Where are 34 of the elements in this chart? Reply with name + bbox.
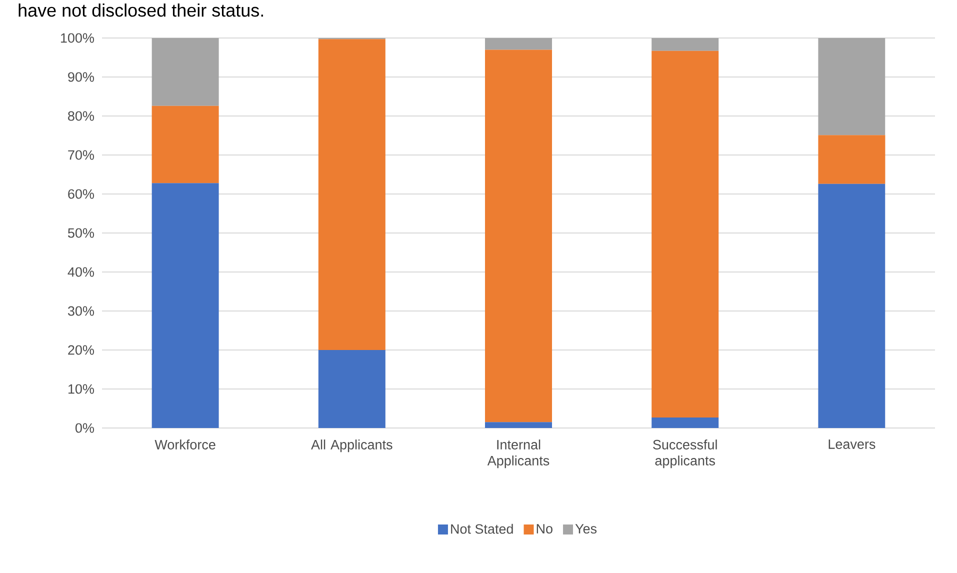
legend-label: Yes	[575, 524, 597, 534]
y-tick-label: 70%	[68, 150, 94, 160]
x-tick-label: Successful applicants	[653, 440, 717, 468]
y-tick-label: 10%	[68, 384, 94, 394]
y-tick-label: 60%	[68, 189, 94, 199]
bar	[818, 38, 886, 136]
bar	[152, 183, 219, 428]
y-tick-label: 20%	[68, 345, 94, 355]
bar	[652, 50, 719, 418]
bar	[485, 422, 552, 428]
x-tick-label: Internal Applicants	[487, 440, 550, 468]
bar	[318, 350, 386, 428]
bar	[152, 106, 219, 184]
bar	[152, 38, 219, 106]
bar	[652, 417, 719, 428]
bar	[485, 50, 552, 422]
text: have not disclosed their status.	[18, 4, 263, 17]
x-tick-label: Workforce	[154, 440, 216, 450]
y-tick-label: 100%	[60, 33, 94, 43]
bar	[818, 184, 886, 428]
bar	[652, 38, 719, 51]
bar	[818, 135, 886, 184]
bar	[485, 38, 552, 50]
y-tick-label: 40%	[68, 267, 94, 277]
y-tick-label: 80%	[68, 111, 94, 121]
y-tick-label: 50%	[68, 228, 94, 238]
y-tick-label: 30%	[68, 306, 94, 316]
y-tick-label: 0%	[75, 423, 94, 433]
x-tick-label: All Applicants	[311, 440, 392, 452]
legend-label: No	[536, 524, 552, 534]
y-tick-label: 90%	[68, 72, 94, 82]
bar	[318, 39, 386, 350]
legend-label: Not Stated	[451, 524, 513, 534]
x-tick-label: Leavers	[828, 440, 876, 449]
